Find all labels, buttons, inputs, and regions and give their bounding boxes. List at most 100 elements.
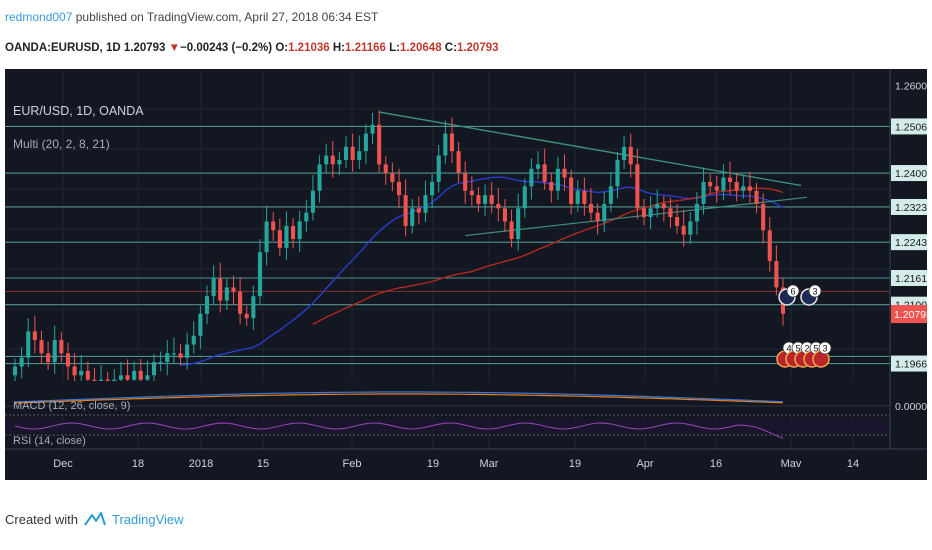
candle-body <box>661 203 666 209</box>
level-badge <box>891 198 927 215</box>
grid-lines <box>5 69 890 449</box>
candle-body <box>741 186 746 191</box>
time-tick-label: 19 <box>427 458 439 470</box>
level-badge <box>891 118 927 135</box>
candle-body <box>449 133 455 152</box>
candle-body <box>72 366 77 376</box>
candle-body <box>317 164 322 191</box>
candle-body <box>198 313 203 336</box>
candle-body <box>337 159 342 165</box>
candle-body <box>59 340 64 354</box>
candle-body <box>456 151 461 174</box>
macd-label: MACD (12, 26, close, 9) <box>13 400 130 412</box>
candle-body <box>204 296 210 314</box>
candle-body <box>65 353 71 367</box>
candle-body <box>277 230 282 248</box>
candle-body <box>502 208 507 222</box>
candle-body <box>529 168 534 187</box>
moving-averages <box>180 176 784 366</box>
level-badge <box>891 269 927 286</box>
candle-body <box>330 155 335 165</box>
candle-body <box>410 208 415 226</box>
sma-blue-line <box>180 176 784 366</box>
close-value: 1.20793 <box>456 42 499 54</box>
candle-body <box>668 208 673 218</box>
candle-body <box>463 173 468 191</box>
event-count-badge <box>818 341 832 355</box>
candle-body <box>569 177 574 204</box>
event-count-text: 4 <box>786 343 791 353</box>
candle-body <box>727 177 733 182</box>
tradingview-brand[interactable]: TradingView <box>111 511 184 527</box>
candle-body <box>12 366 18 376</box>
candle-body <box>19 357 24 367</box>
price-tick-label: 1.24002 <box>895 168 927 180</box>
created-with-label: Created with <box>5 511 78 527</box>
candle-body <box>774 261 779 288</box>
event-count-text: 6 <box>790 287 795 297</box>
time-tick-label: Mar <box>480 458 499 470</box>
down-arrow-icon: ▼ <box>168 42 181 54</box>
candle-body <box>357 151 362 160</box>
current-price-label: 1.20793 <box>894 309 927 321</box>
candle-body <box>238 291 243 314</box>
candle-body <box>310 190 315 213</box>
price-tick-label: 1.23230 <box>895 202 927 214</box>
time-tick-label: Apr <box>636 458 653 470</box>
candle-body <box>516 208 521 240</box>
time-axis: Dec 18 2018 15 Feb 19 Mar 19 Apr 16 Mav 14 <box>5 448 927 480</box>
candle-body <box>688 221 693 235</box>
candle-body <box>26 331 31 358</box>
candles <box>12 110 786 398</box>
candle-body <box>138 370 143 380</box>
candle-body <box>476 195 481 204</box>
last-price: 1.20793 <box>123 42 166 54</box>
footer: Created with TradingView <box>5 511 184 527</box>
candle-body <box>701 181 706 204</box>
event-count-text: 3 <box>812 287 817 297</box>
event-badges: 6 34 5 2 5 3 <box>776 284 832 368</box>
candle-body <box>151 362 157 376</box>
level-badge <box>891 165 927 182</box>
price-change: −0.00243 (−0.2%) <box>180 42 273 54</box>
time-tick-label: 18 <box>132 458 144 470</box>
candle-body <box>191 335 196 345</box>
candle-body <box>377 124 382 165</box>
candle-body <box>588 203 594 213</box>
publish-info: redmond007 published on TradingView.com,… <box>5 10 378 24</box>
candle-body <box>595 212 600 222</box>
candle-body <box>628 146 633 165</box>
publisher-link[interactable]: redmond007 <box>5 10 73 24</box>
close-label: C: <box>444 42 457 54</box>
candle-body <box>562 168 567 178</box>
candle-body <box>343 146 349 160</box>
event-count-badge <box>808 284 822 298</box>
candle-body <box>734 181 739 191</box>
event-count-text: 5 <box>795 343 800 353</box>
candle-body <box>675 217 680 226</box>
candle-body <box>363 133 368 152</box>
chart-title: EUR/USD, 1D, OANDA <box>13 104 144 118</box>
candle-body <box>608 186 613 204</box>
candle-body <box>271 221 276 231</box>
macd-zero-label: 0.0000 <box>895 401 927 413</box>
candle-body <box>396 181 402 196</box>
price-tick-label: 1.21614 <box>895 273 927 285</box>
candle-body <box>52 340 57 363</box>
candle-body <box>284 225 289 248</box>
current-price-badge <box>891 305 927 324</box>
event-count-text: 5 <box>813 343 818 353</box>
price-tick-label: 1.25063 <box>895 121 927 133</box>
time-tick-label: 2018 <box>189 458 213 470</box>
candle-body <box>641 208 647 218</box>
candle-body <box>324 155 329 165</box>
tradingview-logo-icon <box>84 512 106 526</box>
candle-body <box>218 278 223 301</box>
high-value: 1.21166 <box>345 42 386 54</box>
candle-body <box>721 177 726 191</box>
macd-line <box>14 391 784 403</box>
candle-body <box>132 370 137 380</box>
candle-body <box>39 340 44 354</box>
